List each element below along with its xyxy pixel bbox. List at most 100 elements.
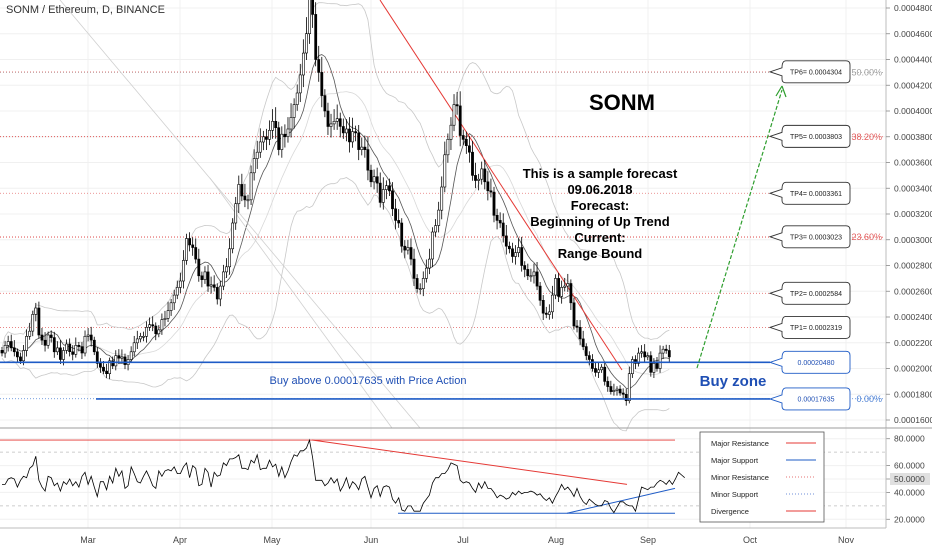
candle-body	[308, 0, 311, 34]
candle-body	[19, 356, 22, 362]
candle-body	[486, 181, 490, 192]
candle-body	[332, 121, 336, 125]
candle-body	[206, 271, 210, 287]
candle-body	[418, 288, 422, 291]
candle-body	[372, 176, 376, 183]
rsi-current-badge	[890, 473, 930, 485]
candle-body	[560, 287, 564, 297]
candle-body	[477, 178, 481, 181]
candle-body	[329, 123, 333, 127]
candle-body	[166, 310, 170, 319]
target-callout-box	[768, 315, 851, 339]
target-callout-box	[768, 124, 851, 148]
candle-body	[46, 334, 50, 346]
candle-body	[304, 33, 308, 54]
rsi-support-trendline	[566, 487, 676, 514]
candle-body	[514, 252, 517, 257]
candle-body	[212, 284, 216, 288]
candle-body	[68, 343, 72, 352]
candle-body	[526, 269, 530, 277]
candle-body	[222, 271, 225, 287]
candle-body	[179, 280, 182, 288]
candle-body	[258, 141, 262, 153]
month-label: May	[263, 535, 281, 545]
candle-body	[532, 271, 536, 277]
candle-body	[381, 189, 385, 203]
candle-body	[624, 393, 628, 401]
candle-body	[630, 359, 634, 374]
rsi-tick-label: 40.0000	[894, 487, 925, 497]
candle-body	[25, 335, 29, 351]
candle-body	[458, 105, 462, 136]
candle-body	[175, 287, 179, 296]
forecast-line: Range Bound	[558, 246, 643, 261]
candle-body	[37, 307, 41, 336]
candle-body	[231, 222, 235, 250]
candle-body	[157, 329, 161, 335]
candle-body	[378, 182, 382, 203]
candle-body	[92, 339, 96, 353]
candle-body	[74, 344, 78, 355]
candle-body	[160, 319, 164, 331]
candle-body	[105, 370, 109, 375]
candle-body	[34, 307, 38, 315]
candle-body	[22, 350, 25, 362]
rsi-axis[interactable]: 80.0000 60.0000 50.0000 40.0000 20.0000	[886, 434, 930, 525]
candle-body	[40, 334, 44, 341]
candle-body	[449, 124, 453, 140]
candle-body	[658, 352, 662, 369]
candle-body	[62, 350, 65, 360]
candle-body	[415, 278, 419, 289]
target-callout: TP5= 0.0003803	[790, 134, 842, 141]
legend-label: Major Support	[711, 456, 759, 465]
candle-body	[268, 130, 271, 140]
candle-body	[289, 117, 293, 130]
candle-body	[480, 168, 484, 180]
candle-body	[609, 386, 613, 392]
target-callout-box	[768, 60, 851, 84]
candle-body	[649, 355, 653, 373]
candle-body	[108, 360, 112, 374]
candle-body	[264, 136, 268, 140]
candle-body	[271, 121, 275, 131]
candle-body	[455, 104, 459, 107]
target-callout: TP1= 0.0002319	[790, 325, 842, 332]
buy-zone-lines	[0, 361, 770, 400]
major-resistance-trendline	[379, 0, 623, 371]
candle-body	[335, 118, 339, 122]
time-axis[interactable]: Mar Apr May Jun Jul Aug Sep Oct Nov	[80, 535, 854, 545]
candle-body	[550, 294, 554, 313]
fib-labels: 50.00% 38.20% 23.60% 0.00%	[851, 67, 882, 403]
legend-label: Minor Support	[711, 490, 759, 499]
candle-body	[243, 195, 247, 201]
rsi-tick-label: 80.0000	[894, 434, 925, 444]
candle-body	[467, 145, 471, 153]
candle-body	[563, 285, 567, 288]
candle-body	[317, 59, 321, 73]
candle-body	[621, 392, 625, 395]
candle-body	[142, 335, 145, 338]
forecast-line: 09.06.2018	[567, 182, 632, 197]
rsi-tick-label: 20.0000	[894, 514, 925, 524]
target-level-lines	[0, 71, 770, 328]
rsi-tick-label: 60.0000	[894, 461, 925, 471]
candle-body	[523, 265, 527, 270]
candle-body	[464, 139, 468, 147]
target-callout: TP2= 0.0002584	[790, 291, 842, 298]
buy-zone-label: Buy zone	[700, 373, 767, 390]
candle-body	[295, 92, 299, 105]
candle-body	[28, 330, 32, 337]
candle-body	[320, 72, 324, 96]
candle-body	[277, 127, 281, 150]
fib-label: 50.00%	[851, 67, 882, 77]
candle-body	[354, 131, 358, 134]
candle-body	[446, 139, 450, 156]
candle-body	[338, 118, 342, 127]
candle-body	[594, 368, 597, 373]
